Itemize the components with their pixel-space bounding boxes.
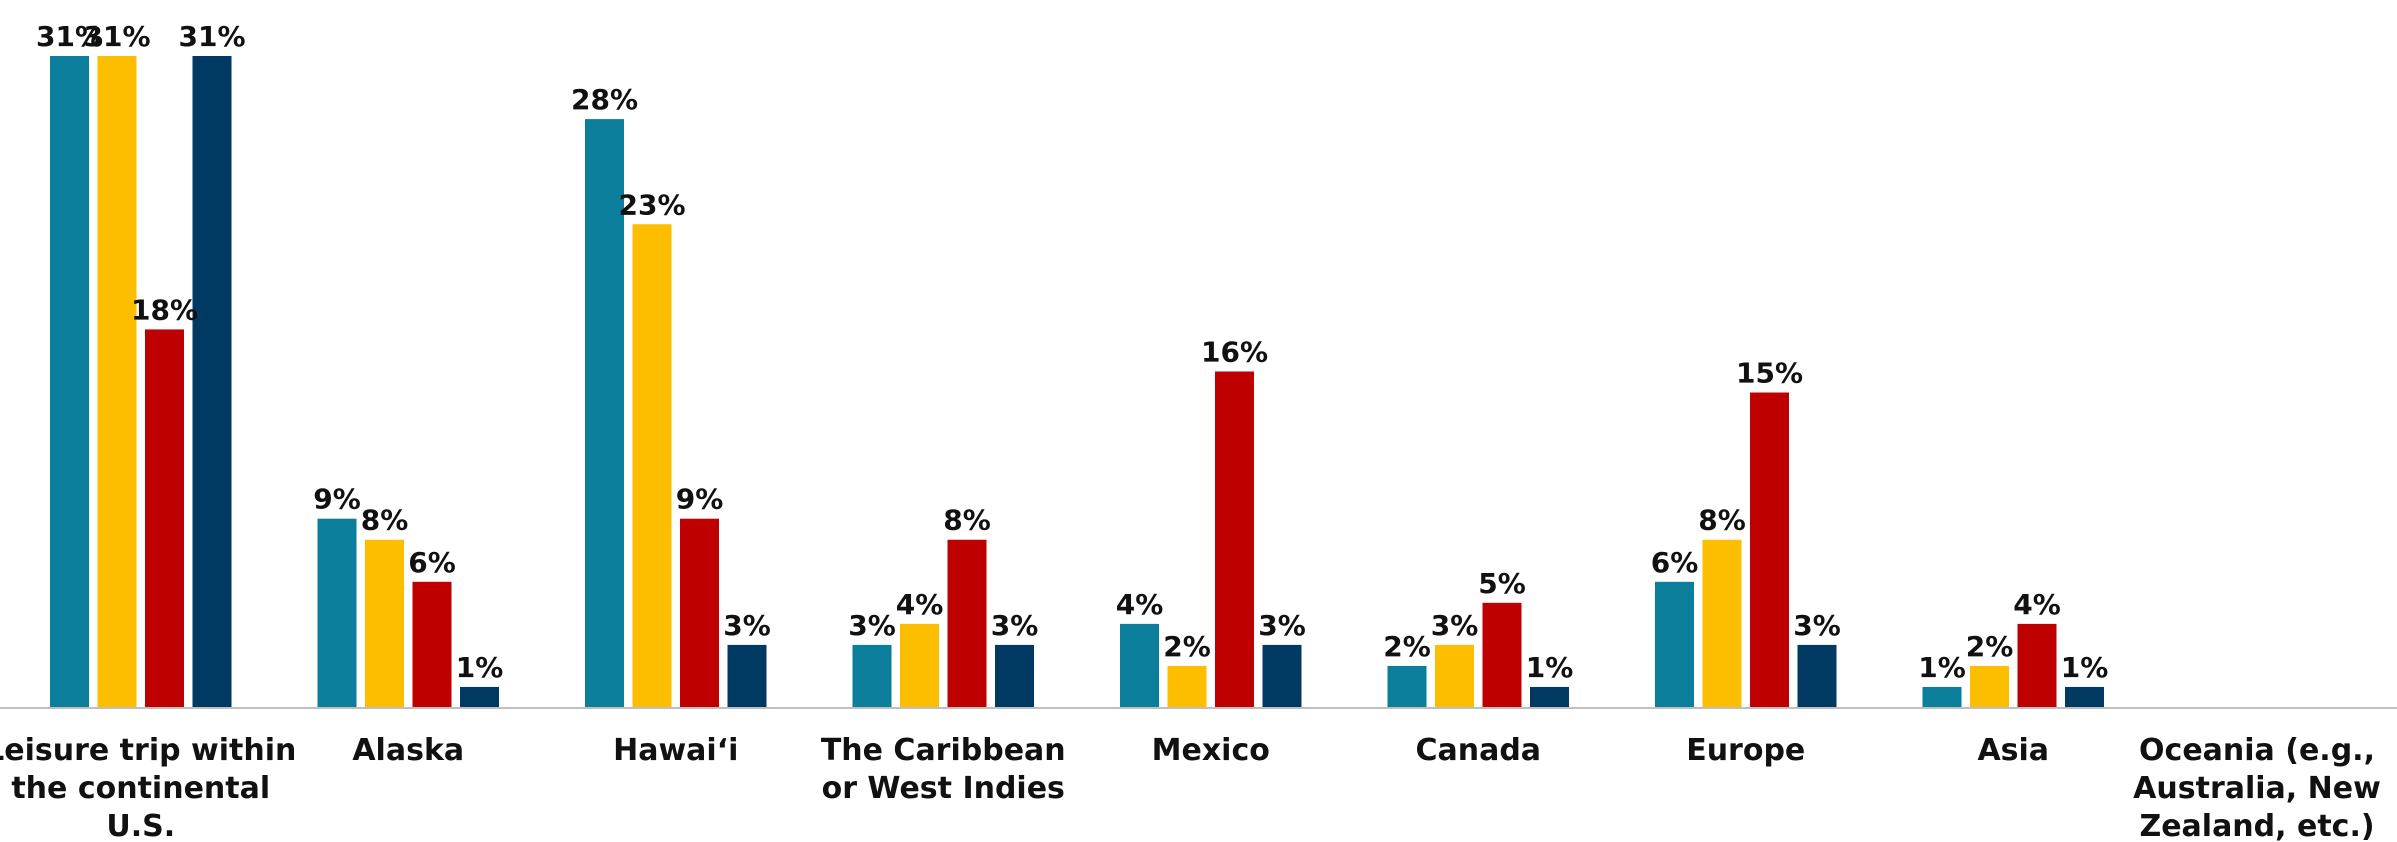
data-label: 3%	[848, 609, 896, 642]
data-label: 3%	[723, 609, 771, 642]
category-label: The Caribbean	[821, 733, 1066, 768]
data-label: 1%	[1918, 651, 1966, 684]
bar-6-series-4	[1530, 686, 1569, 708]
bar-4-series-4	[995, 644, 1034, 708]
category-label: Leisure trip within	[0, 733, 296, 768]
bar-1-series-4	[192, 56, 232, 708]
bar-8-series-4	[2065, 686, 2104, 708]
bar-2-series-4	[460, 686, 499, 708]
data-label: 4%	[896, 588, 944, 621]
category-label: Mexico	[1152, 733, 1270, 768]
value-labels-layer: 31%31%18%31%9%8%6%1%28%23%9%3% 3%4%8%3%4%…	[36, 20, 2108, 684]
data-label: 3%	[991, 609, 1039, 642]
bar-2-series-1	[317, 518, 357, 708]
data-label: 1%	[456, 651, 504, 684]
category-label: Canada	[1415, 733, 1541, 768]
data-label: 8%	[1698, 504, 1746, 537]
category-label: or West Indies	[822, 771, 1065, 806]
bar-6-series-3	[1482, 602, 1522, 708]
bar-8-series-3	[2017, 623, 2057, 708]
data-label: 1%	[1526, 651, 1574, 684]
bar-8-series-2	[1970, 665, 2009, 708]
bar-1-series-1	[50, 56, 89, 708]
bar-8-series-1	[1922, 686, 1962, 708]
bar-1-series-2	[97, 56, 137, 708]
data-label: 31%	[178, 20, 245, 53]
data-label: 4%	[1116, 588, 1164, 621]
bar-5-series-4	[1262, 644, 1302, 708]
bar-7-series-2	[1702, 539, 1742, 708]
data-label: 3%	[1793, 609, 1841, 642]
data-label: 1%	[2061, 651, 2109, 684]
category-label: Australia, New	[2133, 771, 2381, 806]
bar-3-series-1	[585, 119, 624, 708]
category-label: Asia	[1977, 733, 2049, 768]
bar-2-series-2	[365, 539, 404, 708]
data-label: 2%	[1966, 630, 2014, 663]
category-label: Zealand, etc.)	[2139, 809, 2374, 842]
category-label: Oceania (e.g.,	[2139, 733, 2375, 768]
data-label: 16%	[1201, 335, 1268, 368]
data-label: 23%	[618, 188, 685, 221]
data-label: 15%	[1736, 357, 1803, 390]
bar-3-series-4	[727, 644, 767, 708]
bar-7-series-4	[1797, 644, 1837, 708]
data-label: 9%	[676, 483, 724, 516]
category-label: U.S.	[106, 809, 175, 842]
bar-4-series-2	[900, 623, 939, 708]
bar-4-series-3	[947, 539, 987, 708]
data-label: 31%	[36, 20, 103, 53]
bar-3-series-2	[632, 224, 672, 709]
bars-layer	[50, 56, 2104, 709]
data-label: 6%	[1651, 546, 1699, 579]
bar-4-series-1	[852, 644, 892, 708]
data-label: 2%	[1163, 630, 1211, 663]
data-label: 31%	[83, 20, 150, 53]
data-label: 28%	[571, 83, 638, 116]
bar-7-series-1	[1655, 581, 1694, 708]
data-label: 2%	[1383, 630, 1431, 663]
bar-5-series-3	[1215, 371, 1254, 708]
bar-5-series-1	[1120, 623, 1159, 708]
data-label: 5%	[1478, 567, 1526, 600]
bar-6-series-2	[1435, 644, 1474, 708]
category-label: Alaska	[352, 733, 464, 768]
category-label: Hawai‘i	[613, 733, 738, 768]
data-label: 18%	[131, 293, 198, 326]
data-label: 6%	[408, 546, 456, 579]
category-label: the continental	[11, 771, 270, 806]
data-label: 8%	[943, 504, 991, 537]
bar-7-series-3	[1750, 392, 1789, 708]
bar-5-series-2	[1167, 665, 1207, 708]
data-label: 9%	[313, 483, 361, 516]
bar-3-series-3	[680, 518, 719, 708]
data-label: 8%	[361, 504, 409, 537]
data-label: 3%	[1258, 609, 1306, 642]
bar-6-series-1	[1387, 665, 1427, 708]
data-label: 4%	[2013, 588, 2061, 621]
data-label: 3%	[1431, 609, 1479, 642]
bar-1-series-3	[145, 329, 184, 708]
bar-2-series-3	[412, 581, 452, 708]
category-label: Europe	[1686, 733, 1805, 768]
